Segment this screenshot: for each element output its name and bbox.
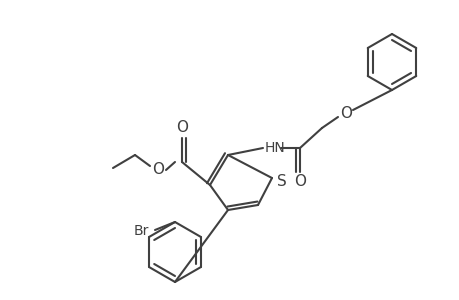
- Text: O: O: [339, 106, 351, 121]
- Text: O: O: [293, 175, 305, 190]
- Text: HN: HN: [264, 141, 285, 155]
- Text: O: O: [176, 121, 188, 136]
- Text: Br: Br: [133, 224, 148, 238]
- Text: O: O: [151, 163, 164, 178]
- Text: S: S: [276, 173, 286, 188]
